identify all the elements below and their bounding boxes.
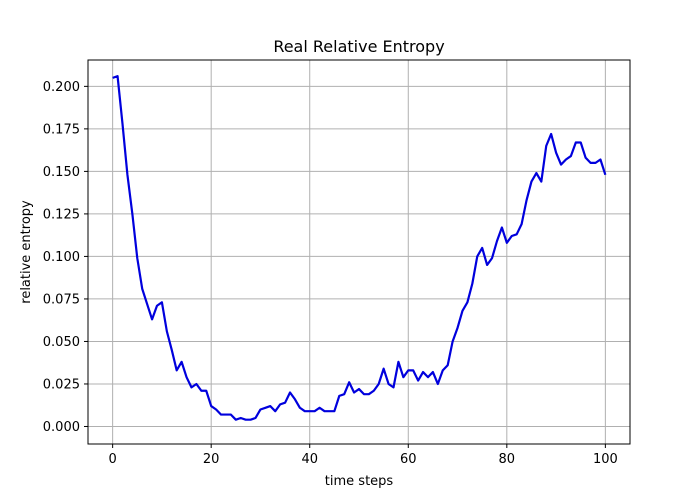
ticks-layer: 0 20 40 60 80 100 0.000 0.025 0.050 0.075 0.100 0.1… [43, 80, 618, 467]
y-tick-label: 0.100 [43, 250, 80, 265]
x-tick-label: 80 [499, 452, 516, 467]
y-tick-label: 0.025 [43, 377, 80, 392]
x-axis-label: time steps [325, 474, 394, 489]
series-line [112, 75, 607, 421]
y-axis-label: relative entropy [19, 200, 34, 304]
y-tick-label: 0.175 [43, 122, 80, 137]
y-tick-label: 0.150 [43, 165, 80, 180]
x-tick-label: 0 [108, 452, 116, 467]
x-tick-label: 100 [593, 452, 618, 467]
y-tick-label: 0.125 [43, 207, 80, 222]
x-tick-label: 20 [203, 452, 220, 467]
y-tick-label: 0.000 [43, 420, 80, 435]
y-tick-label: 0.200 [43, 80, 80, 95]
x-tick-label: 40 [301, 452, 318, 467]
series-layer [112, 75, 607, 421]
grid-layer [88, 60, 630, 444]
x-tick-label: 60 [400, 452, 417, 467]
chart-title: Real Relative Entropy [273, 37, 444, 56]
plot-frame [87, 59, 631, 445]
y-tick-label: 0.050 [43, 335, 80, 350]
y-tick-label: 0.075 [43, 292, 80, 307]
